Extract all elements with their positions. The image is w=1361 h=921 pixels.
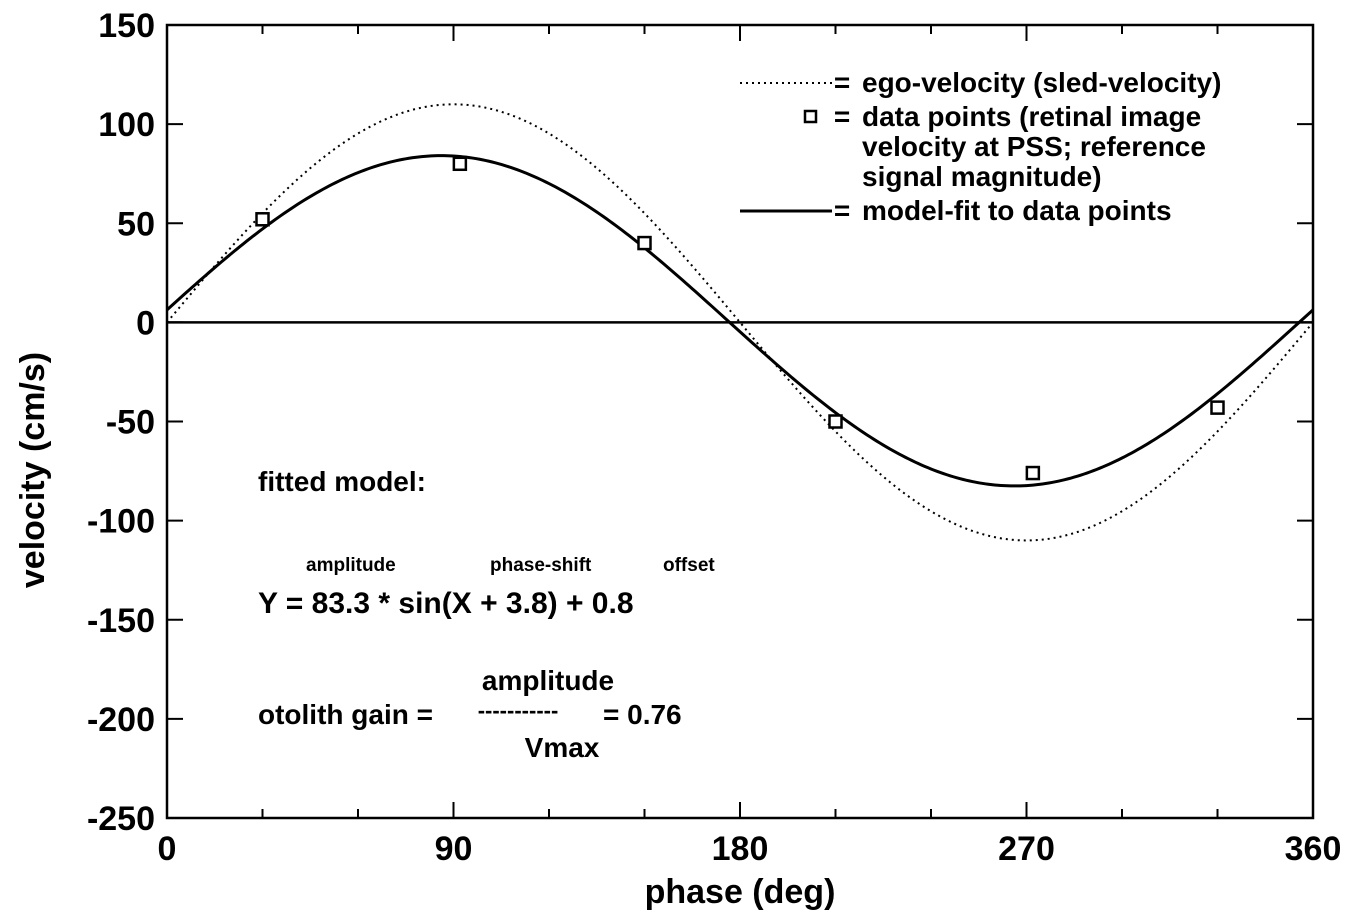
y-tick-label: -250 (87, 800, 155, 838)
gain-rhs: = 0.76 (603, 699, 682, 730)
x-tick-label: 90 (435, 830, 473, 868)
model-equation: Y = 83.3 * sin(X + 3.8) + 0.8 (258, 587, 634, 620)
legend-equals: = (834, 101, 850, 132)
data-point (828, 414, 843, 429)
legend-label: model-fit to data points (862, 195, 1172, 226)
legend-label: ego-velocity (sled-velocity) (862, 67, 1221, 98)
data-point (1210, 400, 1225, 415)
legend-label: signal magnitude) (862, 161, 1102, 192)
gain-lhs: otolith gain = (258, 699, 433, 730)
gain-numerator: amplitude (482, 665, 614, 696)
phase-shift-label: phase-shift (490, 555, 592, 576)
series-group (165, 103, 1315, 542)
legend: = ego-velocity (sled-velocity) = data point… (740, 67, 1221, 226)
y-axis-title: velocity (cm/s) (14, 352, 52, 588)
legend-label: velocity at PSS; reference (862, 131, 1206, 162)
legend-square-marker (803, 109, 818, 124)
x-tick-label: 0 (158, 830, 177, 868)
x-tick-labels: 0 90 180 270 360 (158, 830, 1342, 868)
fitted-model-label: fitted model: (258, 466, 426, 497)
offset-label: offset (663, 555, 715, 576)
y-tick-label: -200 (87, 701, 155, 739)
y-tick-label: -150 (87, 602, 155, 640)
y-tick-labels: 150 100 50 0 -50 -100 -150 -200 -250 (87, 7, 155, 838)
data-point (452, 156, 468, 172)
data-point (255, 212, 270, 227)
gain-denominator: Vmax (525, 732, 600, 763)
tick-marks (166, 24, 1314, 819)
data-point (1025, 465, 1041, 481)
y-tick-label: 100 (98, 106, 155, 144)
x-tick-label: 360 (1285, 830, 1342, 868)
y-tick-label: 150 (98, 7, 155, 45)
ego-velocity-curve (166, 103, 1314, 542)
data-point (637, 235, 652, 251)
x-tick-label: 180 (712, 830, 769, 868)
y-tick-label: -50 (106, 404, 155, 442)
y-tick-label: 0 (136, 304, 155, 342)
legend-label: data points (retinal image (862, 101, 1201, 132)
amplitude-label: amplitude (306, 555, 396, 576)
model-fit-curve (165, 154, 1315, 488)
x-axis-title: phase (deg) (645, 873, 836, 911)
y-tick-label: 50 (117, 205, 155, 243)
legend-equals: = (834, 195, 850, 226)
legend-equals: = (834, 67, 850, 98)
gain-fraction-bar: ----------- (478, 698, 559, 723)
y-tick-label: -100 (87, 503, 155, 541)
x-tick-label: 270 (998, 830, 1055, 868)
